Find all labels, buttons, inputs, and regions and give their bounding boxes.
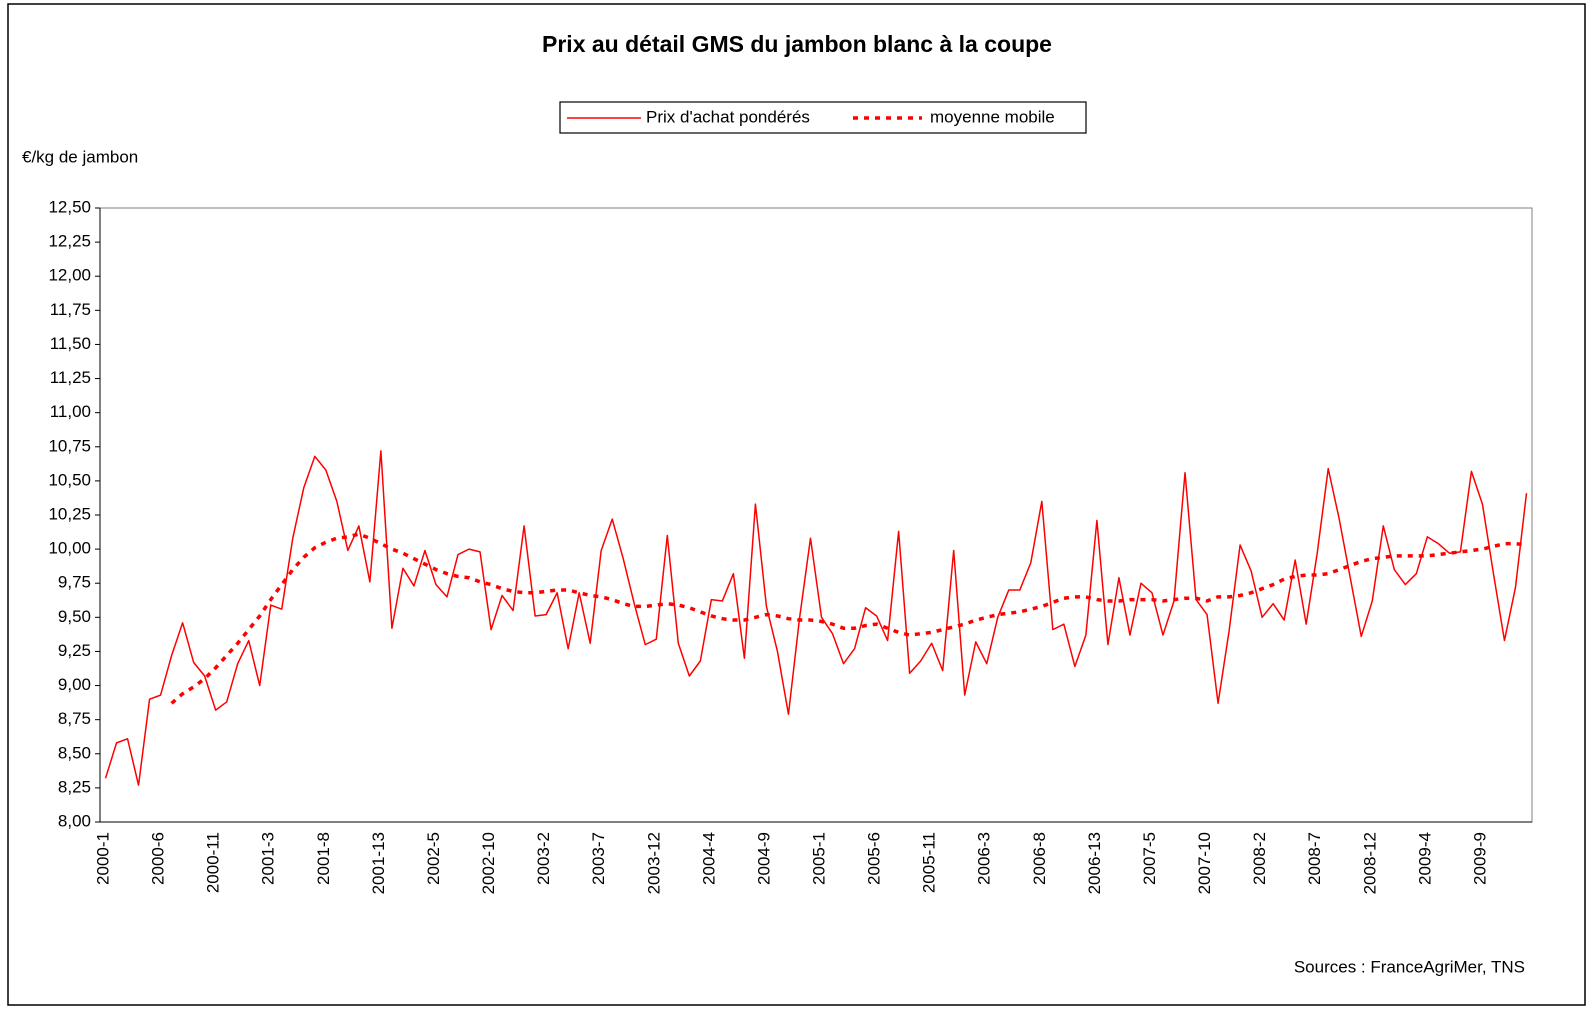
y-tick-label: 8,00	[58, 811, 91, 830]
x-tick-label: 2004-9	[754, 832, 773, 885]
x-tick-label: 2001-3	[259, 832, 278, 885]
x-tick-label: 2000-11	[204, 832, 223, 893]
x-tick-label: 2005-6	[865, 832, 884, 885]
x-tick-label: 2008-12	[1360, 832, 1379, 894]
y-tick-label: 9,50	[58, 607, 91, 626]
x-tick-label: 2005-11	[920, 832, 939, 893]
chart-title: Prix au détail GMS du jambon blanc à la …	[542, 31, 1052, 57]
x-tick-label: 2005-1	[809, 832, 828, 885]
series-line	[170, 532, 1527, 705]
chart-frame	[7, 3, 1586, 1006]
x-tick-label: 2009-4	[1415, 832, 1434, 885]
legend-box	[559, 101, 1087, 134]
x-tick-label: 2006-3	[975, 832, 994, 885]
x-tick-label: 2006-13	[1085, 832, 1104, 894]
x-tick-label: 2003-7	[589, 832, 608, 885]
x-tick-label: 2009-9	[1470, 832, 1489, 885]
y-tick-label: 8,50	[58, 743, 91, 762]
x-tick-label: 2002-5	[424, 832, 443, 885]
legend-label: moyenne mobile	[930, 107, 1055, 126]
x-tick-label: 2007-10	[1195, 832, 1214, 894]
y-tick-label: 9,75	[58, 573, 91, 592]
legend-label: Prix d'achat pondérés	[646, 107, 810, 126]
y-tick-label: 11,50	[50, 334, 91, 353]
y-tick-label: 8,25	[58, 777, 91, 796]
y-tick-label: 12,25	[48, 232, 91, 251]
x-tick-label: 2003-12	[644, 832, 663, 894]
x-tick-label: 2000-1	[93, 832, 112, 885]
y-tick-label: 11,00	[50, 402, 91, 421]
x-tick-label: 2002-10	[479, 832, 498, 894]
x-tick-label: 2008-2	[1250, 832, 1269, 885]
y-tick-label: 10,00	[48, 539, 91, 558]
x-tick-label: 2000-6	[149, 832, 168, 885]
x-tick-label: 2008-7	[1305, 832, 1324, 885]
y-tick-label: 11,25	[50, 368, 91, 387]
legend: Prix d'achat pondérés moyenne mobile	[559, 101, 1087, 134]
x-tick-label: 2006-8	[1030, 832, 1049, 885]
x-tick-label: 2001-13	[369, 832, 388, 894]
y-tick-label: 10,75	[48, 436, 91, 455]
x-tick-label: 2004-4	[699, 832, 718, 885]
y-tick-label: 9,25	[58, 641, 91, 660]
source: Sources : FranceAgriMer, TNS	[1294, 957, 1525, 976]
y-tick-label: 9,00	[58, 675, 91, 694]
y-tick-label: 11,75	[50, 300, 91, 319]
y-tick-label: 8,75	[58, 709, 91, 728]
y-tick-label: 12,00	[48, 266, 91, 285]
y-axis-label: €/kg de jambon	[22, 147, 138, 166]
y-tick-label: 10,50	[48, 470, 91, 489]
x-tick-label: 2003-2	[534, 832, 553, 885]
x-tick-label: 2007-5	[1140, 832, 1159, 885]
series-line	[104, 450, 1528, 786]
x-tick-label: 2001-8	[314, 832, 333, 885]
y-tick-label: 10,25	[48, 504, 91, 523]
y-tick-label: 12,50	[48, 197, 91, 216]
